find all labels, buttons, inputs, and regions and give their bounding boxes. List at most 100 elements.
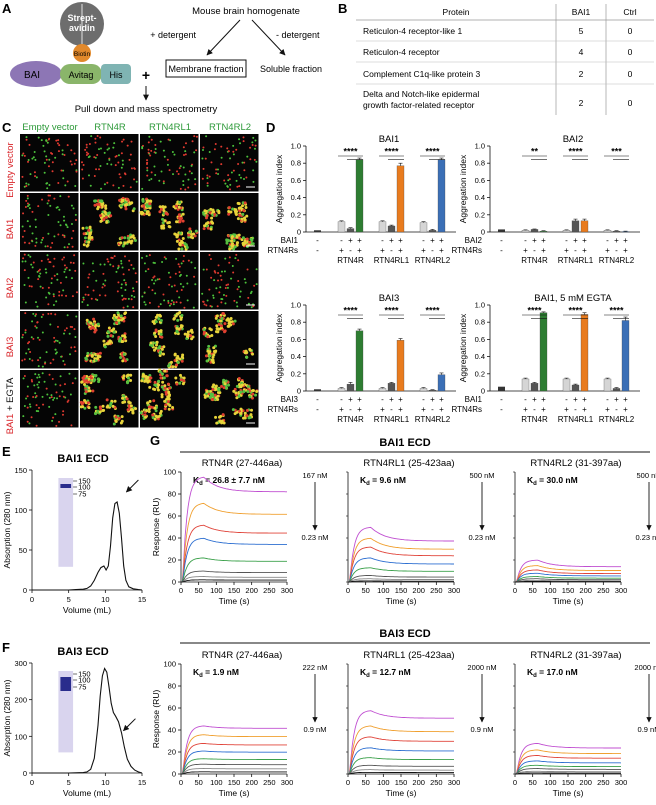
sign-label: - [381,395,384,404]
row-label: RTN4Rs [267,246,298,255]
tick-label: 50 [528,586,536,595]
marker-label: 75 [78,683,86,692]
sensorgram-curve [181,476,287,583]
sign-label: + [389,395,394,404]
tick-label: 1.0 [291,301,301,310]
bar [437,374,446,392]
tick-label: 80 [168,682,176,691]
bar [539,230,548,233]
sign-label: + [439,246,444,255]
sensorgram-curve [515,572,621,583]
tick-label: 20 [168,748,176,757]
bar-chart: BAI1, 5 mM EGTA 0 0.2 0.4 0.6 0.8 1.0 Aggregati… [451,293,640,424]
sign-label: + [380,246,385,255]
sensorgram-curve [515,754,621,775]
micrograph-tile [80,193,139,251]
conc-low-label: 0.23 nM [301,533,328,542]
panel-f-chromatogram: BAI3 ECD 0 100 200 300 0 5 10 15 Volume (mL) Absor… [2,646,146,798]
y-axis-label: Response (RU) [151,498,161,557]
sensorgram-curve [515,768,621,775]
tick-label: 300 [448,586,461,595]
col-label: RTN4R [94,122,126,133]
sign-label: + [614,236,619,245]
chart-title: BAI2 [563,134,584,145]
sign-label: - [615,405,618,414]
tick-label: 250 [263,586,276,595]
row-label: BAI2 [465,236,483,245]
sensorgram-curve [348,574,454,583]
conc-low-label: 0.23 nM [468,533,495,542]
table-cell: Complement C1q-like protein 3 [363,69,480,79]
tick-label: 0.2 [475,369,485,378]
micrograph-tile [80,134,139,192]
tick-label: 0.6 [475,176,485,185]
x-axis-label: Time (s) [219,596,250,606]
sensorgram-curve [348,526,454,583]
sign-label: - [606,236,609,245]
tick-label: 0.6 [475,335,485,344]
plus-detergent-text: + detergent [150,30,196,40]
y-axis-label: Aggregation index [458,154,468,223]
sensorgram-curve [515,569,621,583]
bar [428,389,437,392]
sensorgram-curve [348,557,454,583]
bar [521,230,530,233]
sign-label: - [340,236,343,245]
sensorgram-curve [515,578,621,583]
micrograph-tile [139,368,199,428]
bai-icon [10,61,62,87]
tick-label: 50 [361,586,369,595]
sign-label: + [541,236,546,245]
sign-label: - [340,395,343,404]
group-label: RTN4RL2 [599,415,635,424]
sign-label: - [422,395,425,404]
tick-label: 0 [513,586,517,595]
tick-label: 300 [615,778,628,787]
panel-letter-a: A [2,1,12,16]
marker-label: 150 [78,670,91,679]
sensorgram-curve [348,736,454,775]
tick-label: 0 [481,387,485,396]
bar [562,230,571,233]
chart-title: RTN4RL2 (31-397aa) [530,458,621,469]
gel-inset [58,478,74,567]
sign-label: - [524,236,527,245]
bar [346,228,355,233]
tick-label: 100 [210,778,223,787]
sensorgram-curve [181,750,287,775]
sign-label: + [380,405,385,414]
sign-label: + [532,395,537,404]
x-axis-label: Volume (mL) [63,605,111,615]
sign-label: - [500,405,503,414]
sensorgram-curve [515,760,622,775]
sensorgram-curve [181,734,287,775]
chromatogram-line [32,667,143,774]
panel-b-table: Protein BAI1 Ctrl Reticulon-4 receptor-l… [356,4,654,115]
chart-title: BAI3 [379,293,400,304]
micrograph-tile [200,370,259,428]
tick-label: 0.8 [475,318,485,327]
sign-label: + [439,405,444,414]
chart-title: RTN4RL1 (25-423aa) [363,650,454,661]
panel-letter-b: B [338,1,347,16]
chart-title: BAI1 ECD [57,453,108,465]
tick-label: 300 [14,659,27,668]
sign-label: + [541,246,546,255]
micrograph-tile [140,311,199,369]
sensorgram-chart: RTN4RL1 (25-423aa) 0 50 100 150 200 250 300 Time… [346,458,496,606]
bar [337,221,346,233]
sign-label: + [421,405,426,414]
y-axis-label: Absorption (280 nm) [2,679,12,756]
table-header-ctrl: Ctrl [623,7,636,17]
significance-label: **** [384,306,399,316]
bar [355,159,364,233]
tick-label: 20 [168,556,176,565]
micrograph-tile [140,252,199,310]
sensorgram-chart: RTN4R (27-446aa) 0 20 40 60 80 100 Response (RU… [151,650,328,798]
group-label: RTN4RL2 [599,256,635,265]
sign-label: + [564,246,569,255]
sign-label: + [357,395,362,404]
tick-label: 250 [263,778,276,787]
tick-label: 0 [346,778,350,787]
